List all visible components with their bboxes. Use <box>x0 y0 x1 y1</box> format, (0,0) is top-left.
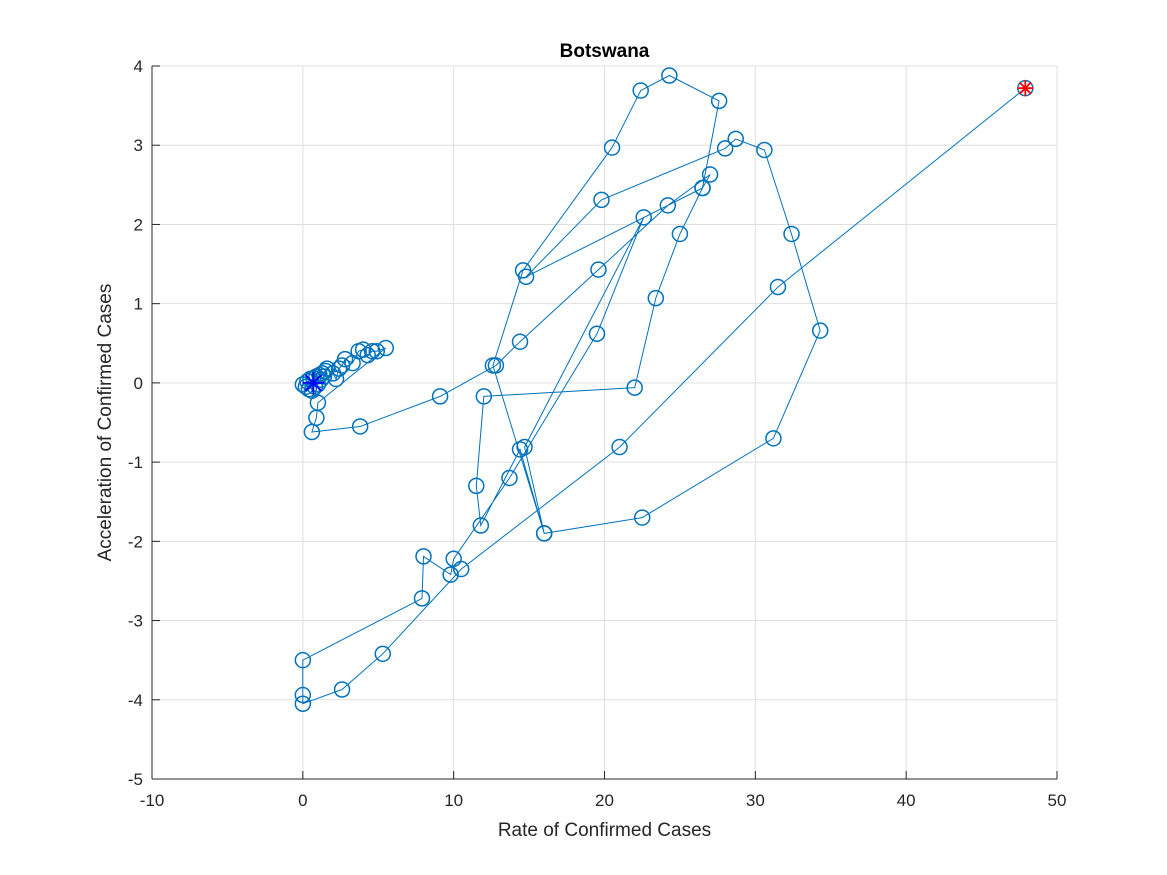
y-tick-label: -1 <box>128 453 143 472</box>
special-markers <box>302 80 1034 394</box>
data-point-marker <box>294 651 312 669</box>
data-point-marker <box>415 548 432 565</box>
data-point-marker <box>315 368 333 385</box>
data-point-marker <box>501 469 518 487</box>
data-point-marker <box>632 82 649 99</box>
data-point-marker <box>294 686 312 704</box>
data-point-marker <box>475 388 493 405</box>
data-point-marker <box>626 379 643 396</box>
y-tick-label: 4 <box>134 57 143 76</box>
start-marker <box>302 371 325 394</box>
data-point-marker <box>517 268 535 285</box>
x-axis-label: Rate of Confirmed Cases <box>498 820 711 841</box>
data-point-marker <box>635 209 652 226</box>
data-point-marker <box>374 645 392 663</box>
chart-title: Botswana <box>560 41 650 62</box>
data-point-marker <box>765 430 782 447</box>
data-point-marker <box>442 566 459 583</box>
data-point-marker <box>590 261 607 278</box>
data-point-marker <box>811 322 829 339</box>
data-point-marker <box>694 179 711 197</box>
x-tick-label: 50 <box>1048 791 1067 810</box>
y-tick-label: 3 <box>134 136 143 155</box>
data-point-marker <box>351 418 369 435</box>
x-axis-ticks: -10 0 10 20 30 40 50 <box>140 771 1067 810</box>
data-point-marker <box>593 191 610 209</box>
data-point-marker <box>511 333 529 350</box>
data-point-marker <box>588 325 606 343</box>
data-point-marker <box>484 357 502 374</box>
x-tick-label: 0 <box>298 791 307 810</box>
data-point-marker <box>716 140 734 157</box>
data-point-marker <box>336 350 354 368</box>
data-point-marker <box>647 289 665 307</box>
data-point-marker <box>659 197 677 214</box>
data-point-marker <box>516 438 533 456</box>
data-point-marker <box>354 341 372 358</box>
data-point-marker <box>431 388 449 405</box>
y-tick-label: -5 <box>128 770 143 789</box>
data-point-marker <box>472 517 490 534</box>
x-tick-label: 30 <box>746 791 765 810</box>
data-point-marker <box>535 525 553 542</box>
y-axis-ticks: -5 -4 -3 -2 -1 0 1 2 3 4 <box>128 57 160 789</box>
data-point-marker <box>413 590 431 607</box>
end-marker <box>1017 80 1034 97</box>
data-point-marker <box>359 346 376 364</box>
y-tick-label: -3 <box>128 612 143 631</box>
y-tick-label: 0 <box>134 374 143 393</box>
data-point-marker <box>611 438 628 456</box>
data-point-marker <box>727 130 744 148</box>
y-tick-label: -4 <box>128 691 143 710</box>
data-point-marker <box>452 560 470 578</box>
data-point-marker <box>333 681 351 698</box>
asterisk-stroke <box>1018 81 1032 95</box>
y-tick-label: 1 <box>134 295 143 314</box>
x-tick-label: -10 <box>140 791 165 810</box>
data-point-marker <box>633 509 651 526</box>
data-point-marker <box>468 477 485 495</box>
data-point-marker <box>294 695 312 712</box>
data-point-marker <box>710 92 728 110</box>
y-tick-label: -2 <box>128 532 143 551</box>
data-point-marker <box>783 225 800 243</box>
data-point-marker <box>368 342 385 360</box>
data-series <box>294 67 1034 712</box>
y-axis-label: Acceleration of Confirmed Cases <box>95 284 116 562</box>
data-point-marker <box>769 278 787 296</box>
data-point-marker <box>327 370 345 388</box>
data-point-marker <box>701 166 719 183</box>
x-tick-label: 10 <box>444 791 463 810</box>
data-point-marker <box>303 423 321 441</box>
x-tick-label: 40 <box>897 791 916 810</box>
data-point-marker <box>377 339 395 357</box>
data-point-marker <box>603 139 621 156</box>
data-point-marker <box>756 141 773 159</box>
data-point-marker <box>671 225 689 243</box>
data-point-marker <box>661 67 678 84</box>
y-tick-label: 2 <box>134 215 143 234</box>
x-tick-label: 20 <box>595 791 614 810</box>
asterisk-stroke <box>304 374 322 392</box>
